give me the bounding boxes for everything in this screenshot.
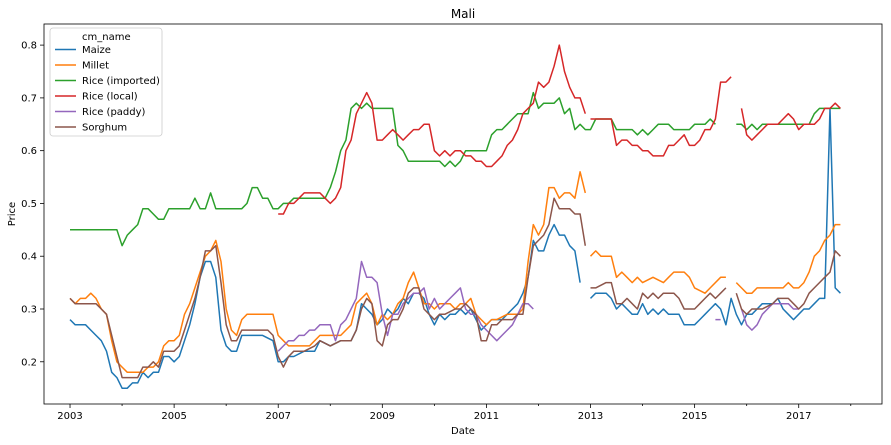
y-tick-label: 0.4: [21, 252, 37, 263]
x-tick-label: 2009: [370, 411, 395, 422]
legend-title: cm_name: [82, 32, 131, 43]
x-tick-label: 2017: [786, 411, 811, 422]
y-tick-label: 0.3: [21, 305, 37, 316]
chart-title: Mali: [451, 7, 475, 21]
x-axis: 2003 2005 2007 2009 2011 2013 2015 2017: [57, 404, 852, 422]
series-line-rice-local: [278, 44, 841, 215]
y-axis: 0.2 0.3 0.4 0.5 0.6 0.7 0.8: [21, 41, 44, 368]
legend-items: Maize Millet Rice (imported) Rice (local) Ri…: [55, 45, 160, 134]
series-line-sorghum: [69, 197, 841, 379]
series-line-rice-imported: [70, 91, 841, 247]
legend-label: Maize: [82, 45, 111, 56]
legend-label: Rice (local): [82, 92, 138, 103]
legend: cm_name Maize Millet Rice (imported) Rice (…: [49, 27, 163, 137]
y-axis-label: Price: [7, 202, 18, 226]
series-lines: [69, 44, 841, 389]
x-axis-label: Date: [451, 426, 475, 437]
x-tick-label: 2007: [265, 411, 290, 422]
x-tick-label: 2005: [161, 411, 186, 422]
x-tick-label: 2015: [682, 411, 707, 422]
x-tick-label: 2011: [474, 411, 499, 422]
legend-box: [49, 27, 163, 137]
y-tick-label: 0.2: [21, 357, 37, 368]
series-line-millet: [69, 171, 841, 374]
series-line-rice-paddy: [277, 260, 799, 352]
plot-frame: [43, 23, 883, 405]
x-tick-label: 2013: [578, 411, 603, 422]
y-tick-label: 0.8: [21, 41, 37, 52]
y-tick-label: 0.7: [21, 93, 37, 104]
legend-label: Millet: [82, 61, 109, 72]
legend-label: Rice (paddy): [82, 107, 146, 118]
y-tick-label: 0.5: [21, 199, 37, 210]
legend-label: Rice (imported): [82, 76, 160, 87]
y-tick-label: 0.6: [21, 146, 37, 157]
legend-label: Sorghum: [82, 123, 127, 134]
x-tick-label: 2003: [57, 411, 82, 422]
